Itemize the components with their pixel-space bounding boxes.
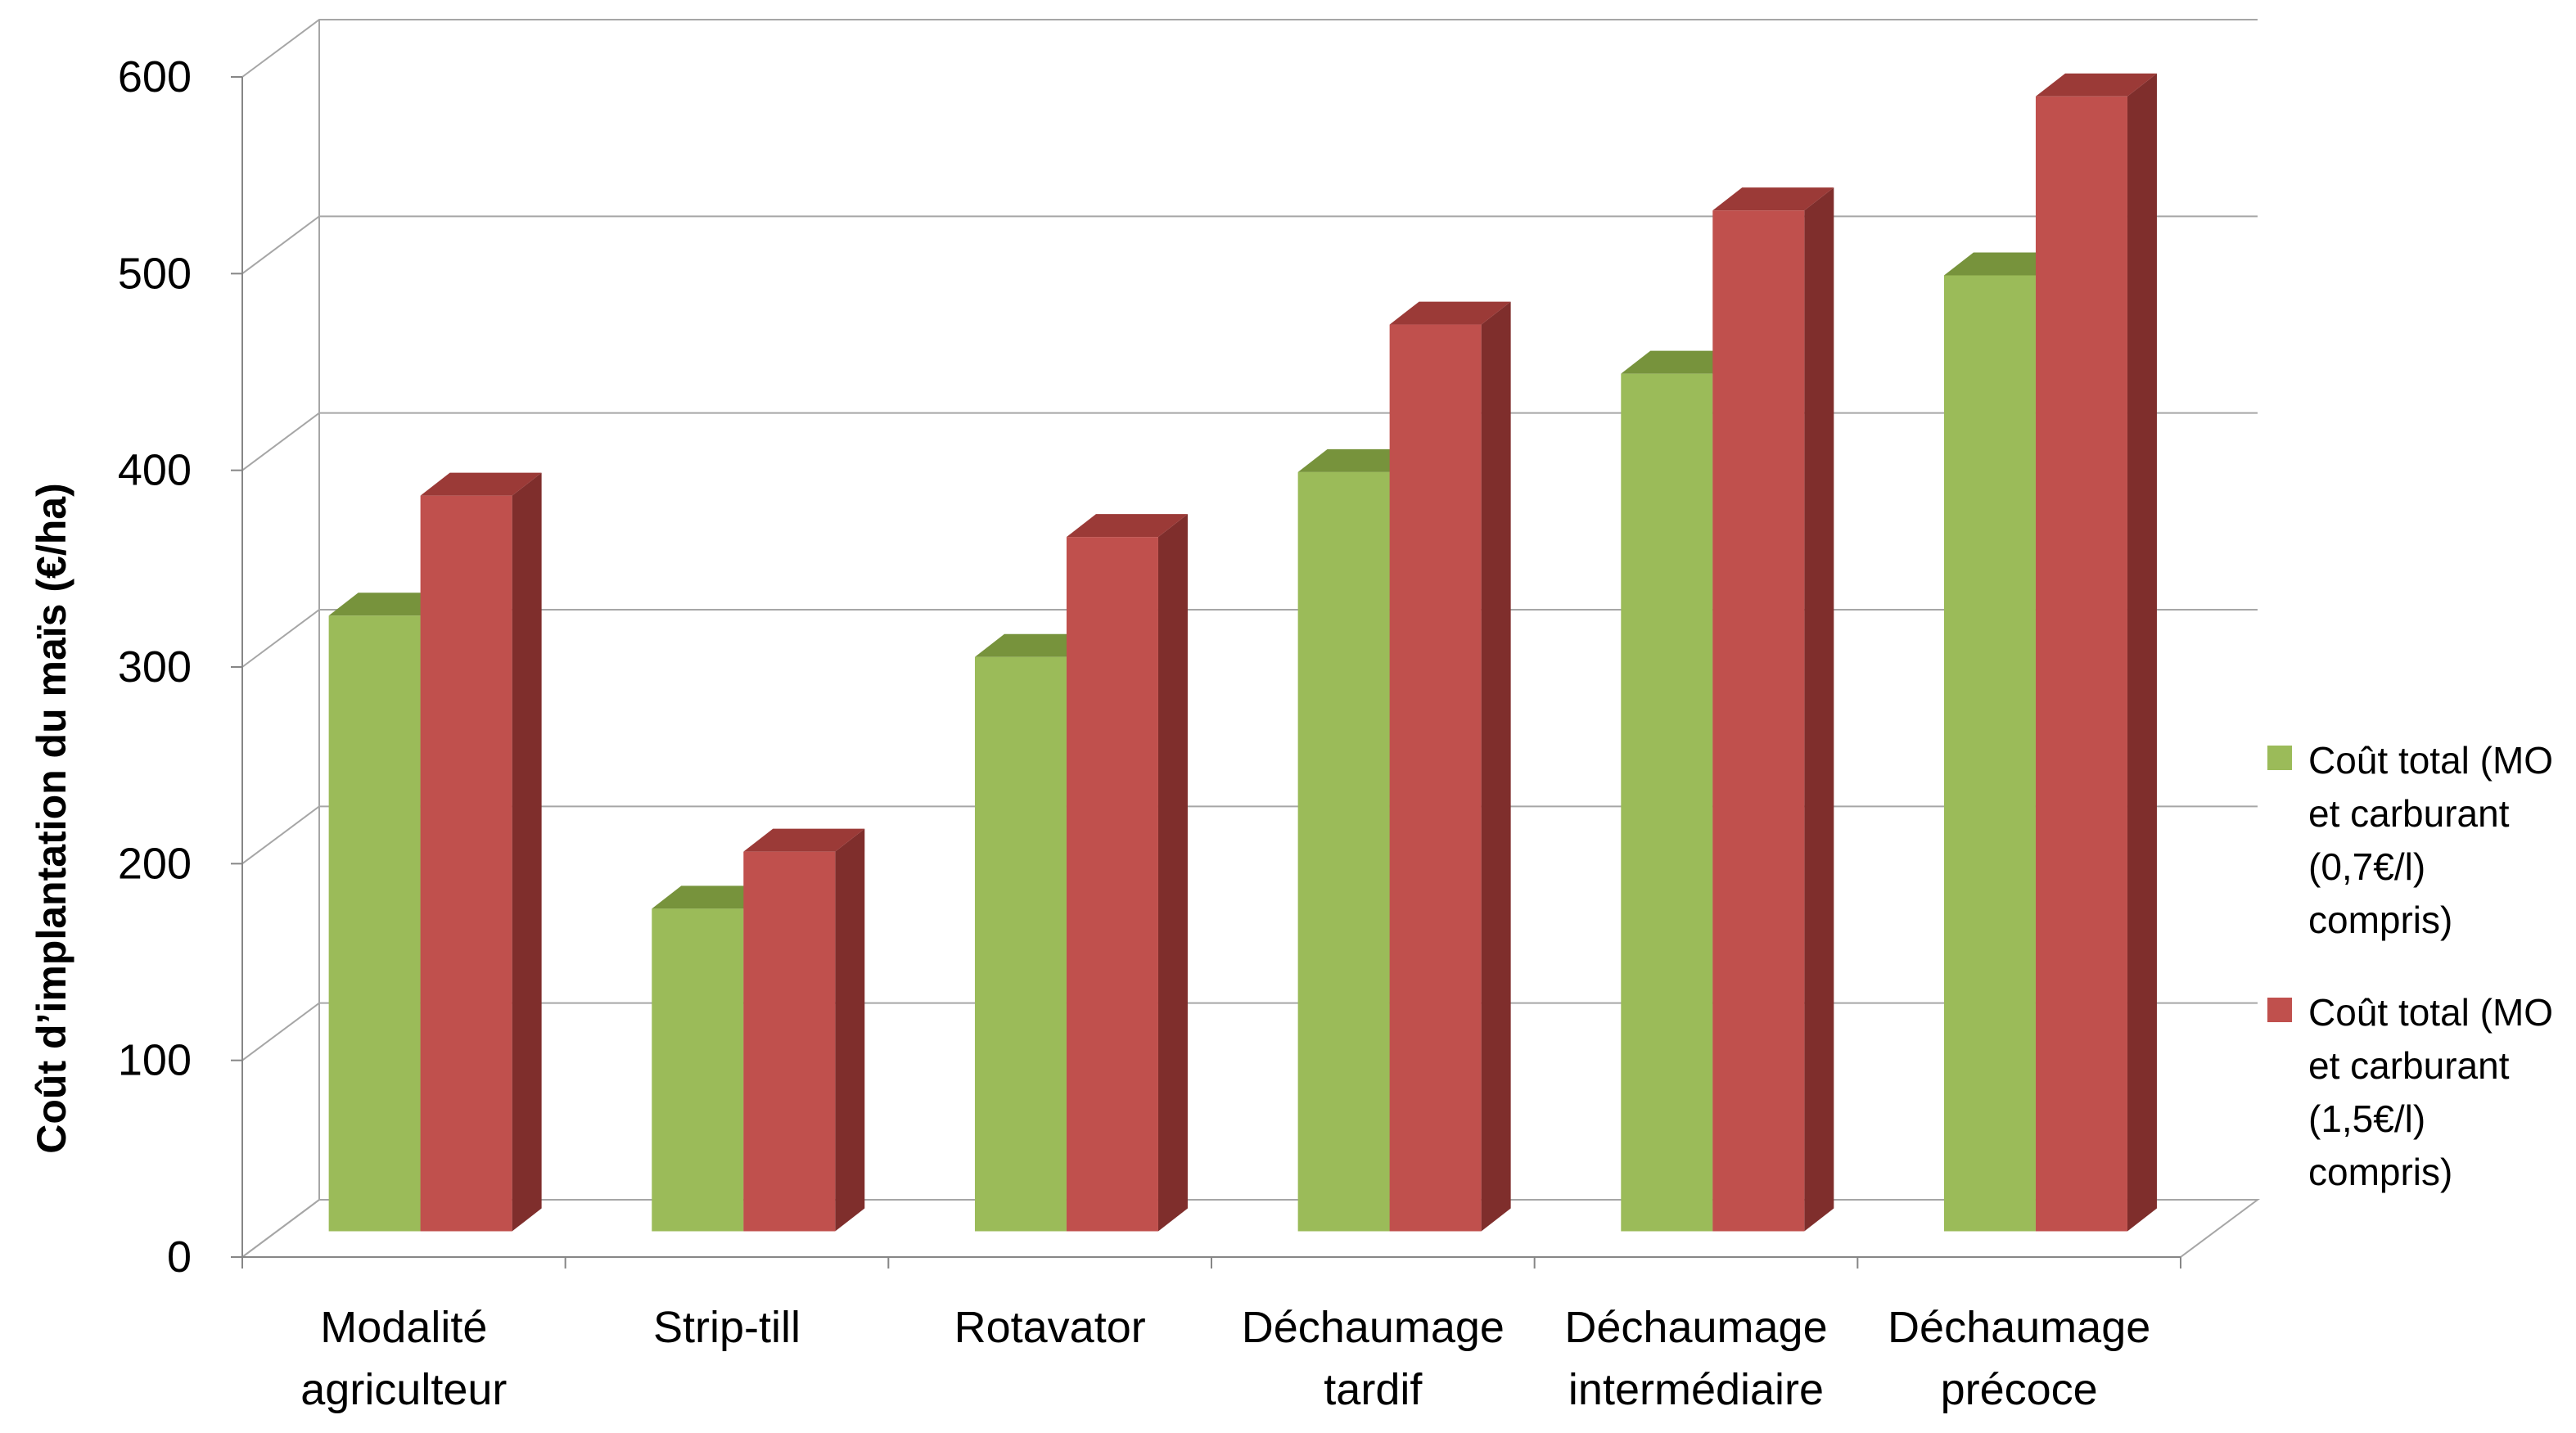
bar	[1389, 301, 1511, 1232]
bar-top	[1621, 350, 1743, 374]
x-category-label: Déchaumage précoce	[1888, 1303, 2150, 1414]
bar-front	[420, 495, 512, 1232]
y-tick-label: 300	[118, 642, 192, 692]
bar-top	[652, 885, 774, 909]
bar-top	[420, 472, 542, 496]
y-tick-label: 0	[167, 1232, 192, 1282]
legend-label: Coût total (MO et carburant (0,7€/l) compri…	[2308, 739, 2553, 941]
bar-side	[2127, 73, 2157, 1232]
bar	[1712, 187, 1834, 1232]
bar-front	[1621, 373, 1713, 1232]
x-category-labels: Modalité agriculteur Strip-till Rotavator Dé…	[300, 1303, 2150, 1414]
y-tick-label: 100	[118, 1036, 192, 1085]
y-tick-label: 500	[118, 249, 192, 298]
bar-front	[1712, 210, 1805, 1232]
legend-label: Coût total (MO et carburant (1,5€/l) compri…	[2308, 991, 2553, 1193]
bar-front	[743, 851, 836, 1232]
bar-front	[1297, 471, 1390, 1232]
legend-swatch	[2267, 746, 2292, 770]
bar-top	[328, 593, 450, 616]
y-axis-title: Coût d’implantation du maïs (€/ha)	[29, 483, 74, 1153]
bar	[2035, 73, 2157, 1232]
bar	[1066, 514, 1188, 1232]
bar-front	[1389, 324, 1482, 1232]
bar-side	[1157, 514, 1188, 1232]
bar-front	[1066, 537, 1158, 1232]
bar-front	[974, 656, 1067, 1232]
bar-top	[2035, 73, 2157, 97]
y-tick-labels: 0 100 200 300 400 500 600	[118, 52, 192, 1282]
gridlines	[241, 19, 2258, 1258]
bar-top	[743, 828, 865, 852]
x-category-label: Déchaumage tardif	[1242, 1303, 1505, 1414]
bar-top	[1943, 252, 2065, 276]
x-category-label: Strip-till	[653, 1303, 801, 1352]
bar-top	[1297, 448, 1419, 472]
bar-front	[1943, 275, 2036, 1232]
bar-front	[652, 908, 744, 1232]
gridline	[241, 19, 2258, 78]
bar-side	[835, 828, 865, 1232]
gridline	[241, 1002, 2258, 1061]
x-category-label: Modalité agriculteur	[300, 1303, 507, 1414]
legend-swatch	[2267, 998, 2292, 1022]
x-category-label: Déchaumage intermédiaire	[1564, 1303, 1827, 1414]
bar-side	[1804, 187, 1834, 1232]
gridline	[241, 609, 2258, 668]
y-tick-label: 200	[118, 839, 192, 888]
bar	[743, 828, 865, 1232]
bar-front	[328, 615, 421, 1232]
bar-side	[1481, 301, 1511, 1232]
bar-top	[1389, 301, 1511, 325]
bar-front	[2035, 96, 2127, 1232]
y-tick-label: 400	[118, 446, 192, 495]
legend-item: Coût total (MO et carburant (0,7€/l) compri…	[2267, 739, 2553, 941]
bar-side	[512, 472, 542, 1232]
gridline	[241, 1199, 2258, 1258]
legend: Coût total (MO et carburant (0,7€/l) compri…	[2267, 739, 2553, 1193]
y-tick-label: 600	[118, 52, 192, 101]
gridline	[241, 805, 2258, 865]
axes	[231, 76, 2181, 1269]
bar-top	[1712, 187, 1834, 211]
bars	[328, 73, 2157, 1232]
legend-item: Coût total (MO et carburant (1,5€/l) compri…	[2267, 991, 2553, 1193]
gridline	[241, 215, 2258, 275]
x-category-label: Rotavator	[954, 1303, 1146, 1352]
bar	[420, 472, 542, 1232]
bar-top	[1066, 514, 1188, 538]
bar-top	[974, 633, 1096, 657]
gridline	[241, 412, 2258, 471]
